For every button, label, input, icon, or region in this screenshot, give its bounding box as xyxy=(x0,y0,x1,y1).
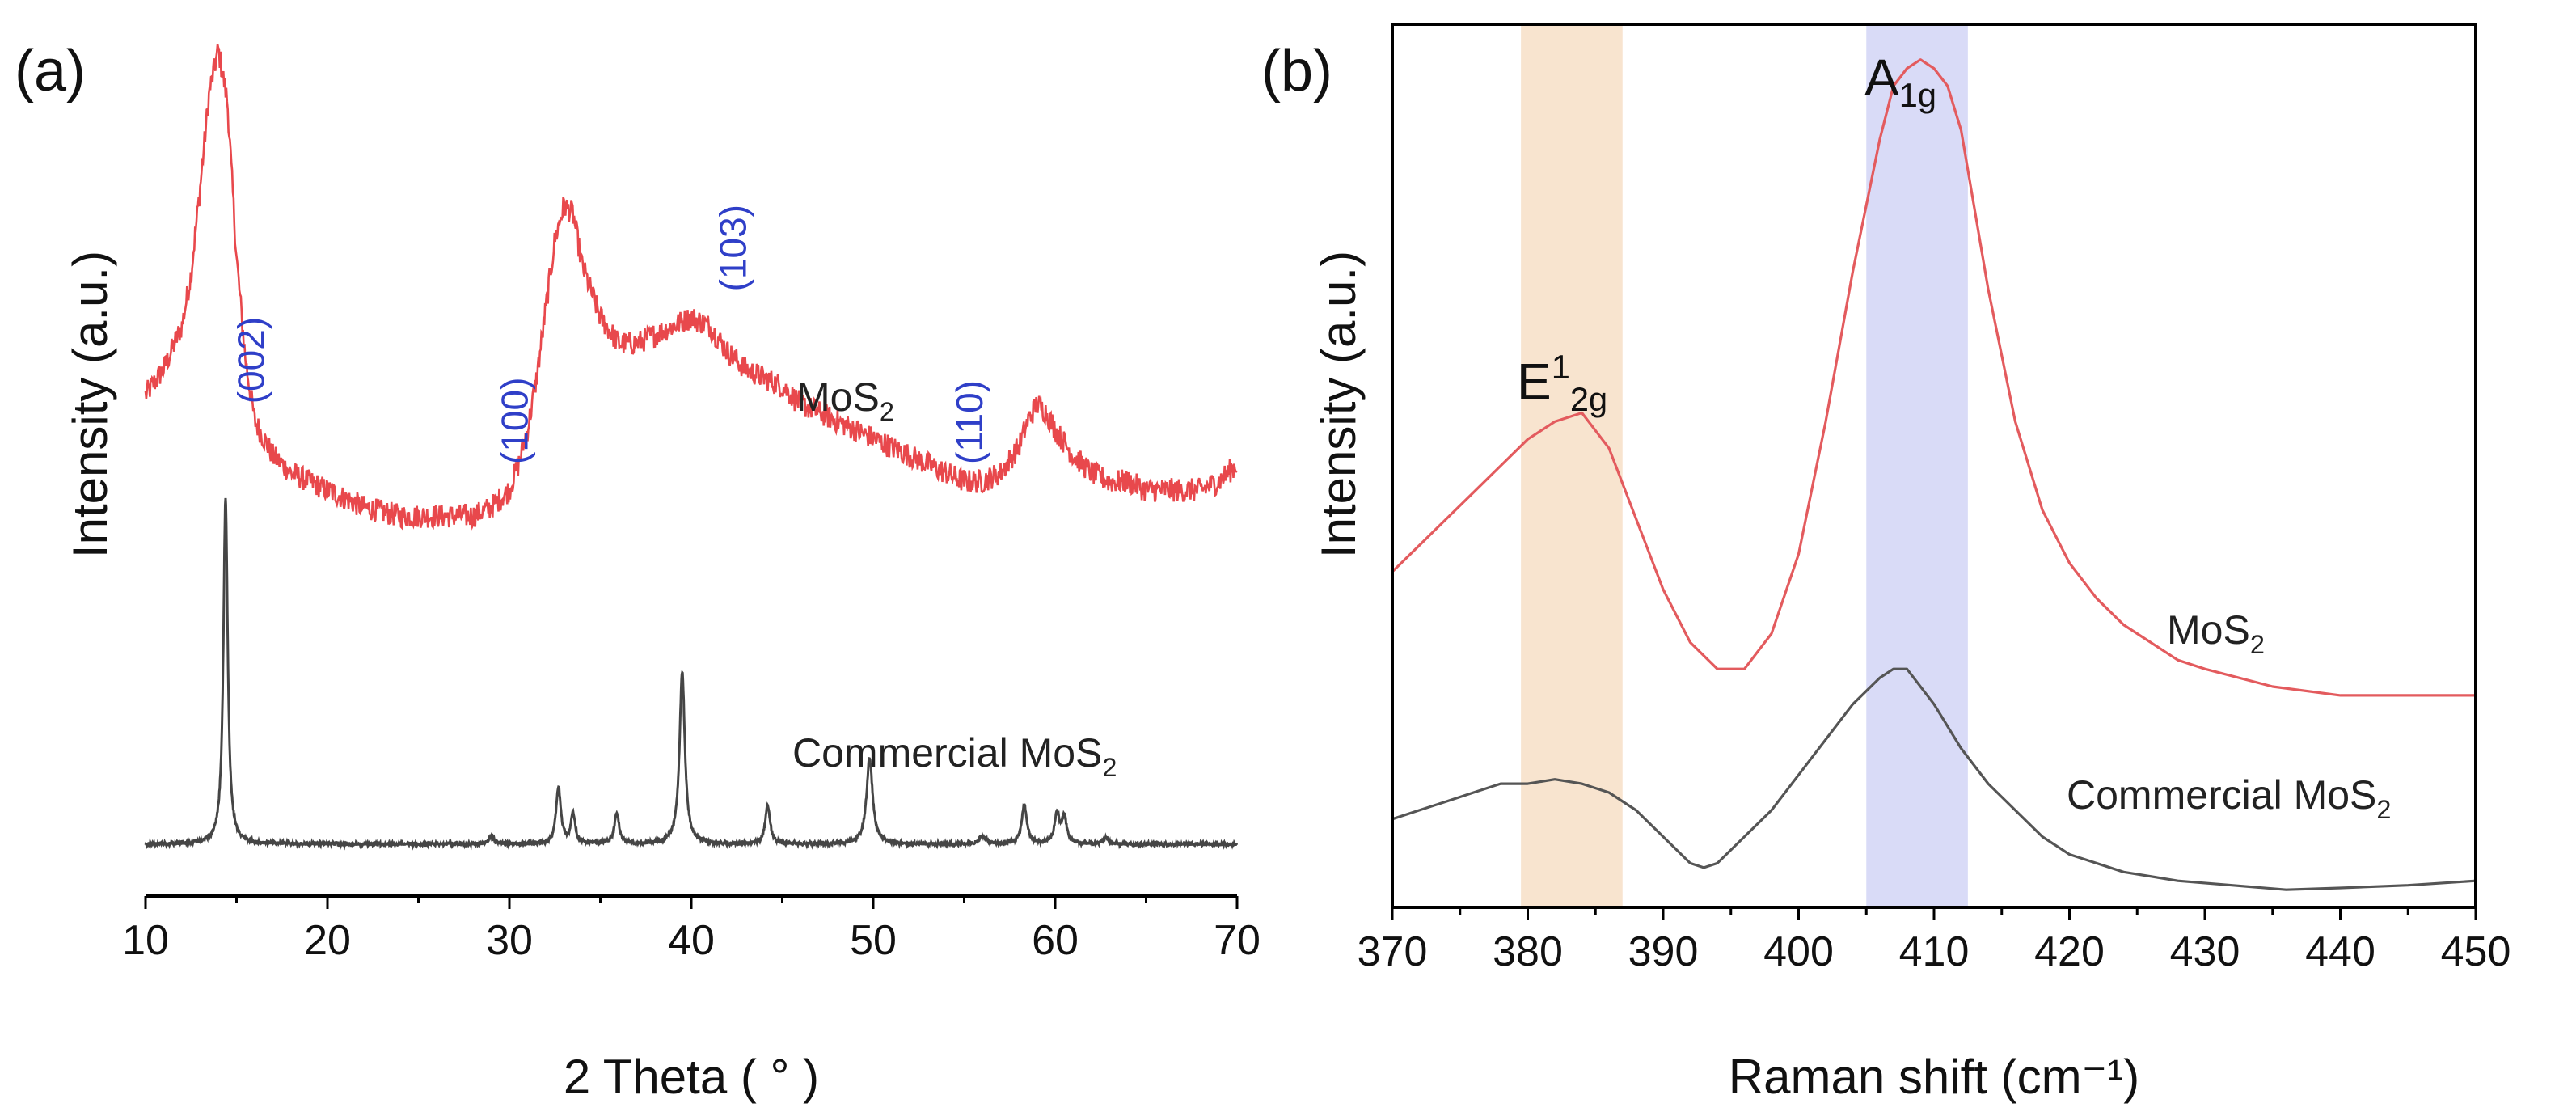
xrd-x-tick-label: 20 xyxy=(304,917,351,964)
xrd-x-tick-label: 60 xyxy=(1032,917,1079,964)
raman-x-axis-label: Raman shift (cm⁻¹) xyxy=(1729,1050,2139,1104)
raman-x-tick-label: 440 xyxy=(2305,928,2375,975)
xrd-x-tick-label: 40 xyxy=(668,917,715,964)
xrd-series-mos2 xyxy=(144,44,1238,531)
xrd-x-tick-label: 10 xyxy=(122,917,169,964)
panel-label-b: (b) xyxy=(1261,39,1332,104)
panel-label-a: (a) xyxy=(15,39,86,104)
xrd-series-layer xyxy=(144,44,1239,851)
xrd-plane-labels: (002) (100) (103) (110) xyxy=(230,205,990,464)
raman-x-tick-label: 400 xyxy=(1763,928,1834,975)
band-label-e12g: E12g xyxy=(1517,348,1607,418)
xrd-x-tick-label: 50 xyxy=(850,917,897,964)
raman-y-axis-label: Intensity (a.u.) xyxy=(1311,251,1366,558)
raman-series-commercial xyxy=(1391,667,2477,891)
raman-band-a1g xyxy=(1866,24,1968,907)
raman-mos2-label: MoS2 xyxy=(2167,607,2265,659)
raman-x-tick-label: 450 xyxy=(2441,928,2511,975)
xrd-y-axis-label: Intensity (a.u.) xyxy=(63,251,117,558)
xrd-x-tick-label: 30 xyxy=(486,917,533,964)
xrd-x-axis-label: 2 Theta ( ° ) xyxy=(564,1050,819,1104)
raman-x-tick-label: 380 xyxy=(1493,928,1563,975)
xrd-plane-label: (100) xyxy=(494,378,536,464)
raman-x-tick-label: 390 xyxy=(1628,928,1699,975)
raman-series-mos2 xyxy=(1391,58,2476,697)
xrd-plane-label: (110) xyxy=(948,380,990,464)
xrd-plane-label: (103) xyxy=(712,205,754,291)
xrd-x-ticks: 10 20 30 40 50 60 70 xyxy=(122,896,1261,964)
xrd-plane-label: (002) xyxy=(230,317,272,404)
raman-series-layer xyxy=(1391,58,2477,891)
xrd-panel: (a) (002) (100) (103) (110) MoS2 Commercial… xyxy=(15,39,1261,1104)
raman-x-ticks: 370 380 390 400 410 420 430 440 450 xyxy=(1358,907,2511,975)
xrd-series-commercial xyxy=(144,497,1239,851)
raman-x-tick-label: 420 xyxy=(2034,928,2105,975)
raman-x-tick-label: 370 xyxy=(1358,928,1428,975)
raman-panel: (b) 370 380 390 400 410 420 430 440 450 E12g A1g… xyxy=(1261,23,2511,1104)
raman-band-e12g xyxy=(1521,24,1623,907)
xrd-x-tick-label: 70 xyxy=(1214,917,1261,964)
raman-x-tick-label: 410 xyxy=(1899,928,1970,975)
raman-x-tick-label: 430 xyxy=(2170,928,2240,975)
band-label-a1g: A1g xyxy=(1864,49,1936,114)
raman-commercial-label: Commercial MoS2 xyxy=(2067,772,2391,824)
xrd-commercial-label: Commercial MoS2 xyxy=(792,730,1117,782)
raman-bands xyxy=(1521,24,1968,907)
xrd-mos2-label: MoS2 xyxy=(796,374,894,426)
